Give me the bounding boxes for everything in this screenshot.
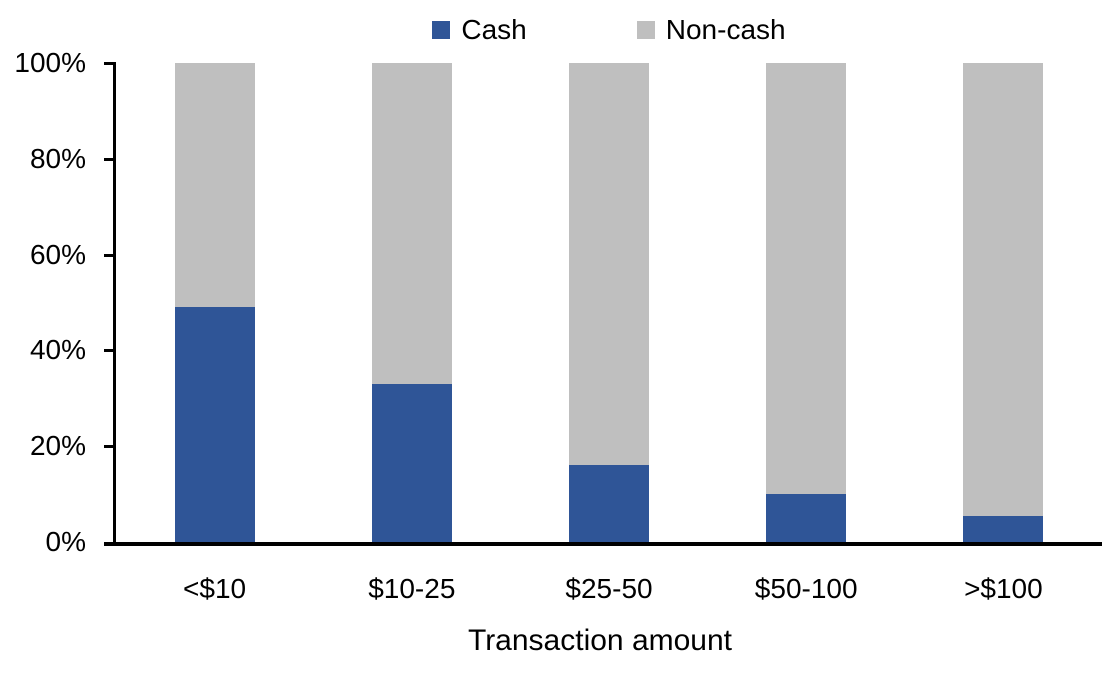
y-tick-label: 20% — [29, 430, 86, 462]
legend-label: Cash — [461, 14, 527, 45]
x-tick-label: >$100 — [964, 573, 1043, 604]
x-tick-label: $25-50 — [565, 573, 653, 604]
bar-segment-non-cash — [174, 63, 255, 308]
bar-segment-non-cash — [371, 63, 452, 384]
bar-25-50 — [569, 63, 649, 542]
y-tick-label: 0% — [45, 526, 86, 557]
legend-swatch-icon — [636, 21, 655, 39]
x-axis-line — [104, 542, 1102, 546]
bar-segment-cash — [766, 494, 847, 542]
bar-segment-cash — [963, 515, 1044, 542]
bar-100 — [963, 63, 1044, 542]
legend: Cash Non-cash — [116, 14, 1102, 46]
legend-label: Non-cash — [665, 14, 786, 45]
bar-10 — [174, 63, 255, 542]
y-tick-mark — [104, 253, 116, 257]
bar-segment-non-cash — [766, 63, 847, 495]
bar-50-100 — [766, 63, 847, 542]
bar-segment-cash — [174, 307, 255, 542]
bar-10-25 — [371, 63, 452, 542]
y-tick-mark — [104, 157, 116, 161]
y-axis-line — [113, 63, 116, 546]
y-tick-label: 100% — [14, 47, 86, 78]
y-tick-mark — [104, 349, 116, 353]
bar-segment-non-cash — [569, 63, 649, 466]
legend-swatch-icon — [432, 21, 451, 39]
bar-segment-non-cash — [963, 63, 1044, 516]
y-tick-label: 60% — [29, 238, 86, 270]
bar-segment-cash — [569, 465, 649, 542]
y-tick-label: 80% — [29, 142, 86, 174]
x-tick-label: <$10 — [183, 573, 247, 604]
x-axis-title: Transaction amount — [467, 624, 733, 657]
y-tick-mark — [104, 62, 116, 65]
x-tick-label: $50-100 — [754, 573, 858, 604]
bar-segment-cash — [371, 383, 452, 542]
y-tick-label: 40% — [29, 334, 86, 366]
legend-item-non-cash: Non-cash — [636, 14, 786, 46]
y-tick-mark — [104, 445, 116, 449]
x-tick-label: $10-25 — [368, 573, 456, 604]
legend-item-cash: Cash — [432, 14, 527, 46]
